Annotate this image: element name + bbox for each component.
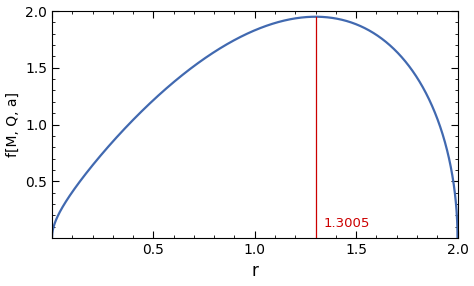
Text: 1.3005: 1.3005 [324, 217, 370, 230]
X-axis label: r: r [251, 263, 258, 281]
Y-axis label: f[M, Q, a]: f[M, Q, a] [6, 92, 19, 157]
